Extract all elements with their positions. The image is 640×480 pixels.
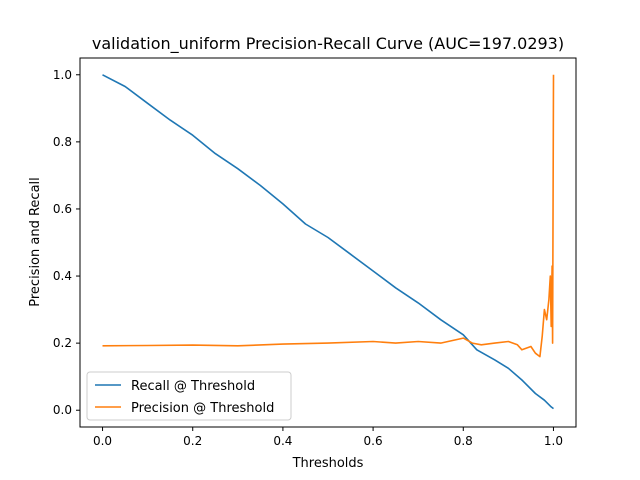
x-tick-label: 1.0 xyxy=(544,434,563,448)
y-axis-label: Precision and Recall xyxy=(28,177,43,307)
recall-line xyxy=(102,74,554,410)
x-axis-label: Thresholds xyxy=(292,456,364,471)
x-tick-label: 0.6 xyxy=(364,434,383,448)
y-tick-label: 0.2 xyxy=(53,336,72,350)
legend: Recall @ Threshold Precision @ Threshold xyxy=(86,371,292,421)
x-tick-label: 0.4 xyxy=(273,434,292,448)
plot-area xyxy=(80,58,576,427)
axis-ticks: 0.0 0.2 0.4 0.6 0.8 1.0 0.0 0.2 0.4 0.6 0.8 1.0 xyxy=(53,68,563,448)
x-tick-label: 0.2 xyxy=(183,434,202,448)
legend-recall-label: Recall @ Threshold xyxy=(131,379,255,394)
y-tick-label: 0.8 xyxy=(53,135,72,149)
y-tick-label: 0.0 xyxy=(53,403,72,417)
precision-line xyxy=(102,74,555,358)
chart-title: validation_uniform Precision-Recall Curv… xyxy=(92,34,564,54)
legend-box xyxy=(86,371,292,421)
series-lines xyxy=(102,74,555,410)
y-tick-label: 1.0 xyxy=(53,68,72,82)
x-tick-label: 0.8 xyxy=(454,434,473,448)
legend-precision-label: Precision @ Threshold xyxy=(131,401,274,416)
y-tick-label: 0.4 xyxy=(53,269,72,283)
x-tick-label: 0.0 xyxy=(93,434,112,448)
plot-frame xyxy=(79,57,577,428)
y-tick-label: 0.6 xyxy=(53,202,72,216)
